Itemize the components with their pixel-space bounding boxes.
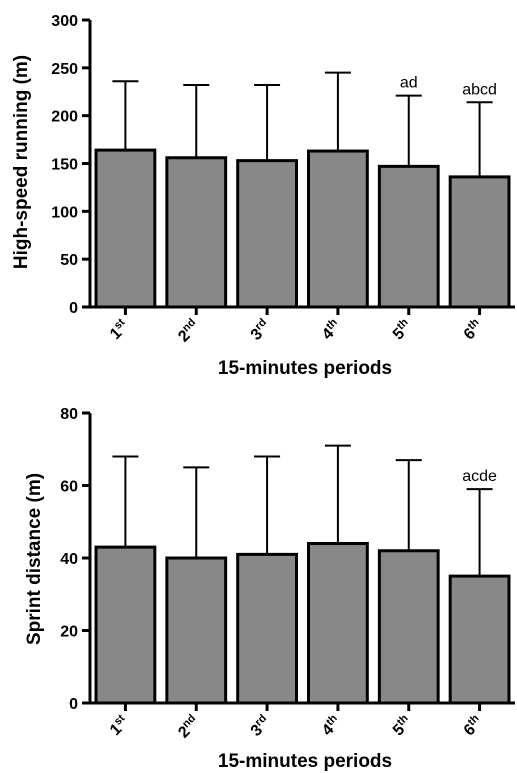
y-axis-title: Sprint distance (m) [24, 473, 45, 645]
bar [236, 159, 298, 309]
x-tick-label: 3rd [246, 316, 274, 344]
bar [94, 545, 157, 705]
x-tick-label: 6th [459, 712, 486, 739]
chart-high-speed-running: High-speed running (m) 15-minutes period… [11, 13, 515, 379]
x-tick-label: 1st [106, 316, 133, 343]
x-axis-title: 15-minutes periods [218, 751, 392, 772]
y-tick-label: 20 [60, 624, 78, 641]
x-tick-label: 4th [318, 316, 345, 343]
y-tick-label: 60 [60, 479, 78, 496]
x-axis-title: 15-minutes periods [218, 358, 392, 379]
bar [307, 149, 369, 309]
bar [448, 175, 511, 309]
x-tick-label: 3rd [246, 712, 274, 740]
bar [377, 549, 440, 705]
chart-sprint-distance: Sprint distance (m) 15-minutes periods 0… [24, 406, 515, 772]
significance-annotation: ad [400, 75, 418, 92]
y-tick-label: 80 [60, 406, 78, 423]
y-tick-label: 100 [51, 204, 78, 221]
x-tick-label: 1st [106, 712, 133, 739]
x-tick-label: 6th [459, 316, 486, 343]
x-tick-label: 2nd [174, 316, 203, 345]
x-tick-label: 5th [388, 316, 415, 343]
bar [377, 164, 440, 309]
y-tick-label: 0 [69, 300, 78, 317]
bar [165, 156, 228, 309]
y-tick-label: 40 [60, 551, 78, 568]
bar [165, 556, 228, 705]
y-tick-label: 0 [69, 696, 78, 713]
y-tick-label: 300 [51, 13, 78, 30]
y-tick-label: 250 [51, 61, 78, 78]
y-tick-label: 200 [51, 109, 78, 126]
significance-annotation: acde [462, 468, 497, 485]
bar [94, 148, 157, 309]
y-tick-label: 50 [60, 252, 78, 269]
significance-annotation: abcd [462, 81, 497, 98]
bar [236, 552, 298, 705]
bar [307, 542, 369, 705]
x-tick-label: 2nd [174, 712, 203, 741]
x-tick-label: 4th [318, 712, 345, 739]
y-axis-title: High-speed running (m) [11, 55, 32, 269]
bar [448, 574, 511, 705]
x-tick-label: 5th [388, 712, 415, 739]
y-tick-label: 150 [51, 157, 78, 174]
